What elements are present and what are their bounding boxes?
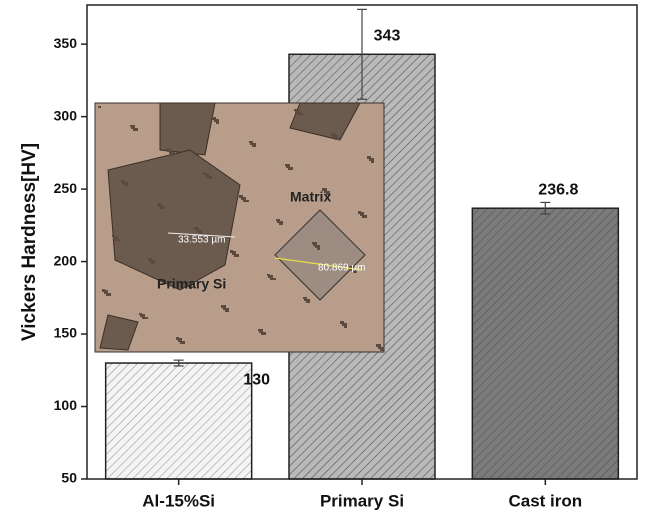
- inset-label: Matrix: [290, 189, 331, 205]
- inset-speck: [102, 289, 105, 292]
- value-label: 343: [374, 28, 401, 45]
- inset-speck: [367, 156, 371, 159]
- value-label: 130: [243, 371, 270, 388]
- y-axis-label: Vickers Hardness[HV]: [19, 143, 40, 341]
- bar: [472, 208, 618, 479]
- y-tick-label: 250: [54, 180, 78, 196]
- y-tick-label: 300: [54, 107, 78, 123]
- inset-speck: [176, 337, 179, 340]
- inset-speck: [249, 141, 253, 143]
- y-tick-label: 100: [54, 397, 78, 413]
- inset-image: [95, 103, 384, 352]
- inset-speck: [294, 109, 297, 111]
- inset-speck: [157, 203, 162, 205]
- inset-speck: [121, 180, 125, 182]
- inset-speck: [276, 219, 280, 221]
- inset-speck: [303, 297, 307, 299]
- inset-speck: [258, 329, 263, 331]
- y-tick-label: 150: [54, 325, 78, 341]
- inset-speck: [376, 344, 381, 347]
- inset-label: 33.553 µm: [178, 235, 225, 246]
- inset-speck: [221, 305, 226, 308]
- inset-speck: [194, 227, 199, 230]
- x-tick-label: Cast iron: [508, 491, 582, 510]
- inset-speck: [112, 235, 115, 237]
- y-tick-label: 50: [61, 470, 77, 486]
- inset-speck: [166, 148, 169, 150]
- inset-label: 80.869 µm: [318, 263, 365, 274]
- x-tick-label: Al-15%Si: [142, 491, 215, 510]
- inset-speck: [212, 117, 216, 120]
- inset-speck: [130, 125, 135, 127]
- bar: [106, 363, 252, 479]
- inset-speck: [139, 313, 142, 315]
- y-tick-label: 350: [54, 35, 78, 51]
- inset-speck: [239, 195, 243, 198]
- value-label: 236.8: [538, 181, 578, 198]
- chart: Vickers Hardness[HV] 50 100 150 200 250 300 35…: [0, 0, 645, 519]
- inset-grain: [160, 103, 215, 155]
- inset-speck: [312, 242, 317, 244]
- y-tick-label: 200: [54, 252, 78, 268]
- inset-label: Primary Si: [157, 276, 226, 292]
- x-tick-label: Primary Si: [320, 491, 404, 510]
- inset-speck: [230, 250, 233, 253]
- inset-speck: [358, 211, 361, 214]
- inset-speck: [331, 133, 334, 136]
- inset-speck: [340, 321, 344, 324]
- inset-speck: [98, 106, 101, 108]
- inset-speck: [203, 172, 206, 175]
- inset-speck: [285, 164, 290, 166]
- inset-speck: [148, 258, 152, 260]
- inset-speck: [267, 274, 270, 276]
